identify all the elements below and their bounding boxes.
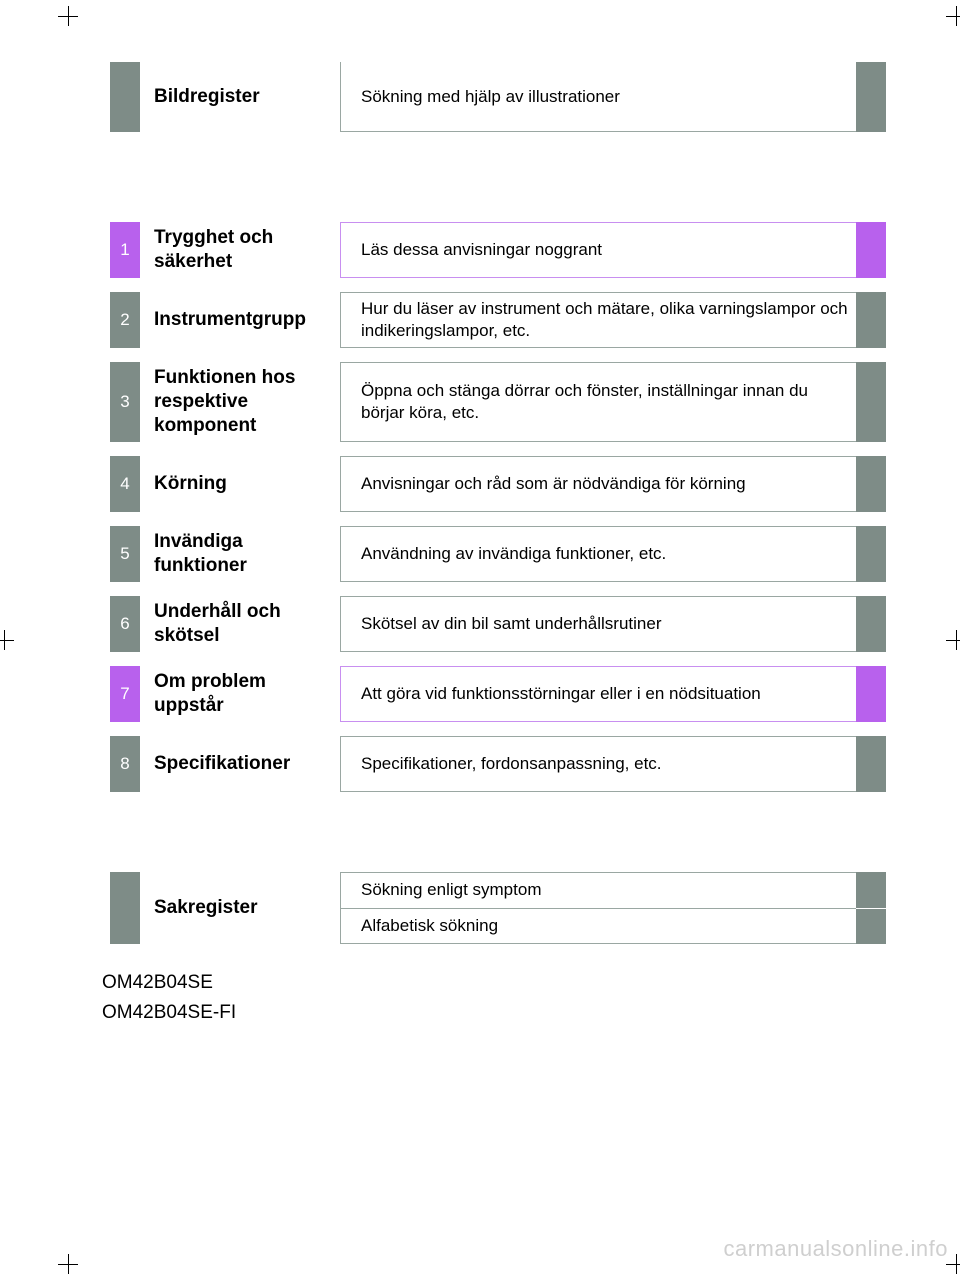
section-desc: Läs dessa anvisningar noggrant [361,239,848,261]
section-desc-wrap: Specifikationer, fordonsanpassning, etc. [340,736,856,792]
section-title: Funktionen hos respektive komponent [140,362,340,442]
section-number-tab: 8 [110,736,140,792]
section-row: 3Funktionen hos respektive komponent Öppn… [110,362,886,442]
section-title: Instrumentgrupp [140,292,340,348]
crop-mark [946,6,960,26]
section-title: Om problem uppstår [140,666,340,722]
section-row: 8Specifikationer Specifikationer, fordons… [110,736,886,792]
section-row: 2Instrumentgrupp Hur du läser av instrume… [110,292,886,348]
section-tab-right [856,526,886,582]
section-desc-wrap: Skötsel av din bil samt underhållsrutine… [340,596,856,652]
section-desc-wrap: Anvisningar och råd som är nödvändiga fö… [340,456,856,512]
footer-right: Sökning enligt symptom Alfabetisk söknin… [340,872,856,944]
index-desc-wrap: Sökning med hjälp av illustrationer [340,62,856,132]
section-number-tab: 7 [110,666,140,722]
section-desc: Att göra vid funktionsstörningar eller i… [361,683,848,705]
section-desc: Öppna och stänga dörrar och fönster, ins… [361,380,848,424]
crop-mark [58,1254,78,1274]
section-tab-right [856,292,886,348]
section-tab-right [856,362,886,442]
doc-code: OM42B04SE [102,968,886,998]
index-desc: Sökning med hjälp av illustrationer [361,87,848,107]
section-number-tab: 2 [110,292,140,348]
header-tab-right [856,62,886,132]
footer-tab-right [856,872,886,944]
doc-code: OM42B04SE-FI [102,998,886,1028]
section-desc: Hur du läser av instrument och mätare, o… [361,298,848,342]
section-desc-wrap: Användning av invändiga funktioner, etc. [340,526,856,582]
watermark: carmanualsonline.info [723,1236,948,1262]
section-desc-wrap: Läs dessa anvisningar noggrant [340,222,856,278]
section-row: 4Körning Anvisningar och råd som är nödvä… [110,456,886,512]
footer-title: Sakregister [140,872,340,944]
footer-row1: Sökning enligt symptom [341,873,856,908]
section-title: Specifikationer [140,736,340,792]
section-desc-wrap: Att göra vid funktionsstörningar eller i… [340,666,856,722]
section-desc: Skötsel av din bil samt underhållsrutine… [361,613,848,635]
section-desc: Anvisningar och råd som är nödvändiga fö… [361,473,848,495]
section-number-tab: 1 [110,222,140,278]
section-tab-right [856,666,886,722]
sections-list: 1Trygghet och säkerhet Läs dessa anvisnin… [110,222,886,792]
document-codes: OM42B04SE OM42B04SE-FI [102,968,886,1029]
index-title: Bildregister [140,62,340,132]
index-header-row: Bildregister Sökning med hjälp av illust… [110,62,886,132]
section-row: 7Om problem uppstår Att göra vid funktion… [110,666,886,722]
section-number-tab: 6 [110,596,140,652]
crop-mark [0,630,14,650]
footer-row2: Alfabetisk sökning [341,909,856,944]
alpha-index-row: Sakregister Sökning enligt symptom Alfab… [110,872,886,944]
crop-mark [946,1254,960,1274]
section-tab-right [856,736,886,792]
section-title: Invändiga funktioner [140,526,340,582]
manual-toc-page: Bildregister Sökning med hjälp av illust… [0,0,960,1280]
section-row: 1Trygghet och säkerhet Läs dessa anvisnin… [110,222,886,278]
footer-tab-left [110,872,140,944]
section-desc: Användning av invändiga funktioner, etc. [361,543,848,565]
section-title: Trygghet och säkerhet [140,222,340,278]
header-tab-left [110,62,140,132]
section-tab-right [856,456,886,512]
section-desc-wrap: Hur du läser av instrument och mätare, o… [340,292,856,348]
crop-mark [58,6,78,26]
section-number-tab: 3 [110,362,140,442]
section-title: Körning [140,456,340,512]
crop-mark [946,630,960,650]
section-tab-right [856,596,886,652]
section-tab-right [856,222,886,278]
section-row: 5Invändiga funktioner Användning av invän… [110,526,886,582]
section-desc-wrap: Öppna och stänga dörrar och fönster, ins… [340,362,856,442]
section-number-tab: 5 [110,526,140,582]
section-row: 6Underhåll och skötsel Skötsel av din bil… [110,596,886,652]
section-number-tab: 4 [110,456,140,512]
section-desc: Specifikationer, fordonsanpassning, etc. [361,753,848,775]
section-title: Underhåll och skötsel [140,596,340,652]
